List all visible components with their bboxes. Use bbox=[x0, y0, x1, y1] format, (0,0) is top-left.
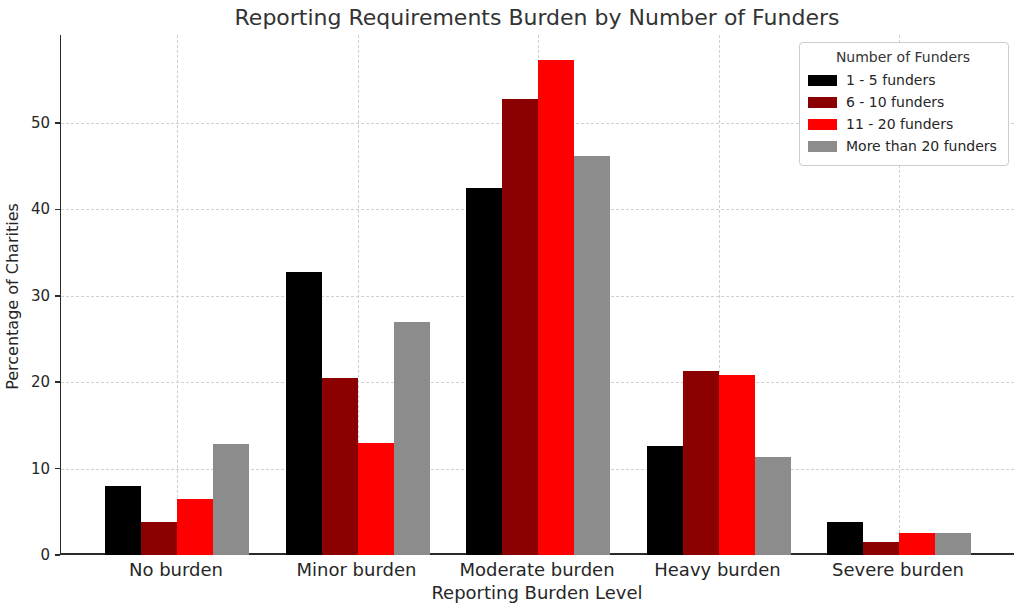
x-tick-label: No burden bbox=[81, 559, 271, 580]
bar-series3-cat2 bbox=[358, 443, 394, 555]
y-tick-mark bbox=[55, 295, 60, 297]
bar-series4-cat4 bbox=[755, 457, 791, 555]
bar-series4-cat5 bbox=[935, 533, 971, 555]
bar-series3-cat4 bbox=[719, 375, 755, 555]
y-tick-mark bbox=[55, 381, 60, 383]
x-tick-label: Moderate burden bbox=[442, 559, 632, 580]
y-tick-mark bbox=[55, 209, 60, 211]
y-tick-label: 20 bbox=[0, 373, 50, 391]
legend-label: 11 - 20 funders bbox=[846, 116, 953, 132]
legend-label: 1 - 5 funders bbox=[846, 72, 935, 88]
bar-series2-cat3 bbox=[502, 99, 538, 555]
bar-series2-cat1 bbox=[141, 522, 177, 555]
bar-series3-cat1 bbox=[177, 499, 213, 555]
bar-series4-cat3 bbox=[574, 156, 610, 555]
legend-item: 6 - 10 funders bbox=[808, 91, 998, 113]
bar-series1-cat5 bbox=[827, 522, 863, 555]
y-tick-label: 50 bbox=[0, 114, 50, 132]
y-tick-label: 30 bbox=[0, 287, 50, 305]
y-tick-label: 10 bbox=[0, 460, 50, 478]
legend-item: More than 20 funders bbox=[808, 135, 998, 157]
y-tick-label: 40 bbox=[0, 200, 50, 218]
legend-label: More than 20 funders bbox=[846, 138, 997, 154]
bar-series1-cat4 bbox=[647, 446, 683, 555]
y-tick-mark bbox=[55, 468, 60, 470]
y-tick-label: 0 bbox=[0, 546, 50, 564]
x-tick-label: Minor burden bbox=[262, 559, 452, 580]
bar-series3-cat3 bbox=[538, 60, 574, 555]
x-axis-label: Reporting Burden Level bbox=[60, 582, 1014, 603]
bar-series1-cat1 bbox=[105, 486, 141, 555]
bar-series2-cat2 bbox=[322, 378, 358, 555]
bar-series4-cat2 bbox=[394, 322, 430, 555]
chart-title: Reporting Requirements Burden by Number … bbox=[60, 5, 1014, 30]
legend: Number of Funders 1 - 5 funders 6 - 10 fu… bbox=[799, 42, 1009, 166]
bar-series2-cat4 bbox=[683, 371, 719, 555]
bar-series3-cat5 bbox=[899, 533, 935, 555]
y-tick-mark bbox=[55, 554, 60, 556]
legend-swatch-icon bbox=[808, 119, 837, 130]
legend-label: 6 - 10 funders bbox=[846, 94, 944, 110]
bar-series4-cat1 bbox=[213, 444, 249, 555]
bar-series1-cat3 bbox=[466, 188, 502, 555]
bar-series2-cat5 bbox=[863, 542, 899, 555]
figure: Reporting Requirements Burden by Number … bbox=[0, 0, 1024, 611]
legend-item: 1 - 5 funders bbox=[808, 69, 998, 91]
legend-swatch-icon bbox=[808, 75, 837, 86]
legend-swatch-icon bbox=[808, 141, 837, 152]
legend-title: Number of Funders bbox=[808, 49, 998, 65]
legend-item: 11 - 20 funders bbox=[808, 113, 998, 135]
vertical-gridline bbox=[177, 35, 178, 553]
legend-swatch-icon bbox=[808, 97, 837, 108]
y-tick-mark bbox=[55, 122, 60, 124]
bar-series1-cat2 bbox=[286, 272, 322, 555]
x-tick-label: Heavy burden bbox=[623, 559, 813, 580]
x-tick-label: Severe burden bbox=[803, 559, 993, 580]
